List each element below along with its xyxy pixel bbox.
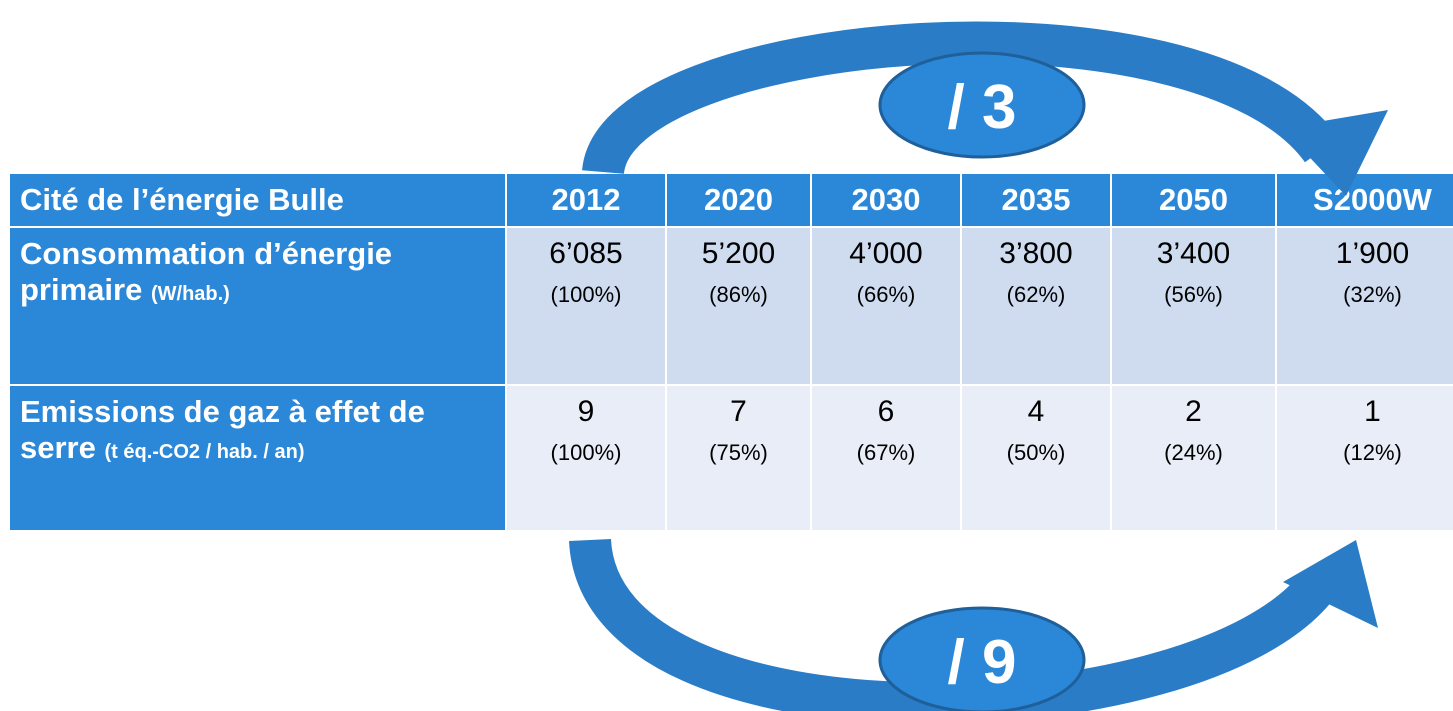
value: 3’800 (999, 237, 1073, 270)
share: (67%) (856, 440, 916, 465)
header-cell: 2030 (810, 172, 962, 228)
label-text: Emissions de gaz à effet de serre (20, 394, 425, 465)
value: 1 (1364, 395, 1381, 428)
value: 4’000 (849, 237, 923, 270)
value-cell: 4 (50%) (960, 384, 1112, 532)
unit-text: (t éq.-CO2 / hab. / an) (104, 441, 305, 463)
arrow-head (1282, 110, 1388, 196)
header-cell: 2035 (960, 172, 1112, 228)
value: 3’400 (1156, 237, 1231, 270)
share: (24%) (1164, 440, 1223, 465)
share: (12%) (1343, 440, 1402, 465)
row-label: Consommation d’énergie primaire (W/hab.) (8, 226, 507, 386)
table-row: Emissions de gaz à effet de serre (t éq.… (8, 384, 1453, 532)
arrow-head (1283, 540, 1378, 628)
value-cell: 9 (100%) (505, 384, 667, 532)
value-cell: 4’000 (66%) (810, 226, 962, 386)
value: 7 (730, 395, 747, 428)
header-cell: 2020 (665, 172, 812, 228)
ratio-label: / 9 (948, 628, 1017, 697)
unit-text: (W/hab.) (150, 283, 230, 305)
header-cell: 2012 (505, 172, 667, 228)
value-cell: 5’200 (86%) (665, 226, 812, 386)
value-cell: 7 (75%) (665, 384, 812, 532)
share: (100%) (550, 282, 622, 307)
header-row: Cité de l’énergie Bulle 2012 2020 2030 2035 2… (8, 172, 1453, 228)
value-cell: 6’085 (100%) (505, 226, 667, 386)
value-cell: 3’400 (56%) (1110, 226, 1277, 386)
share: (75%) (709, 440, 768, 465)
share: (100%) (550, 440, 622, 465)
bottom-arrow (569, 537, 1335, 711)
share: (62%) (1006, 282, 1066, 307)
value: 5’200 (701, 237, 776, 270)
row-label: Emissions de gaz à effet de serre (t éq.… (8, 384, 507, 532)
ratio-badge (878, 51, 1086, 159)
value-cell: 2 (24%) (1110, 384, 1277, 532)
value-cell: 1 (12%) (1275, 384, 1453, 532)
value: 6 (877, 395, 895, 428)
share: (66%) (856, 282, 916, 307)
value: 6’085 (549, 237, 623, 270)
value: 9 (577, 395, 595, 428)
share: (32%) (1343, 282, 1402, 307)
top-arrow (582, 21, 1340, 177)
ratio-badge (878, 606, 1086, 711)
table-row: Consommation d’énergie primaire (W/hab.)… (8, 226, 1453, 386)
value: 2 (1185, 395, 1202, 428)
header-cell: S2000W (1275, 172, 1453, 228)
label-text: Consommation d’énergie primaire (20, 236, 393, 307)
share: (86%) (709, 282, 768, 307)
ratio-label: / 3 (948, 73, 1017, 142)
share: (56%) (1164, 282, 1223, 307)
value-cell: 6 (67%) (810, 384, 962, 532)
value: 1’900 (1335, 237, 1410, 270)
share: (50%) (1006, 440, 1066, 465)
header-cell: Cité de l’énergie Bulle (8, 172, 507, 228)
value-cell: 3’800 (62%) (960, 226, 1112, 386)
data-table: Cité de l’énergie Bulle 2012 2020 2030 2035 2… (8, 172, 1453, 532)
header-cell: 2050 (1110, 172, 1277, 228)
value-cell: 1’900 (32%) (1275, 226, 1453, 386)
value: 4 (1027, 395, 1045, 428)
